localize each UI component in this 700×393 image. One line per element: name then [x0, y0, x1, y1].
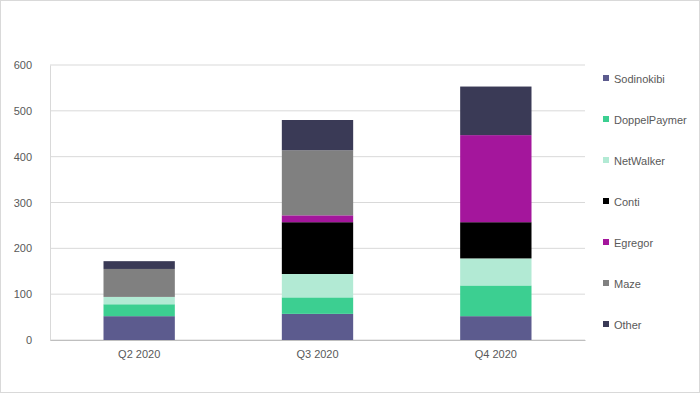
tick: 500: [14, 105, 50, 117]
y-axis-line: [50, 66, 51, 341]
tick-label: 100: [14, 288, 32, 300]
tick-label: Q4 2020: [475, 348, 517, 360]
plot: 0 100 200 300 400 500 600 Q2 2020 Q3 2020 Q4 2020: [14, 59, 586, 360]
legend-item: Maze: [603, 278, 641, 290]
bar: [104, 261, 175, 269]
tick-label: 600: [14, 59, 32, 71]
series-bars: [104, 314, 532, 340]
legend-item: Conti: [603, 196, 640, 208]
tick-label: Q3 2020: [296, 348, 338, 360]
bar: [460, 87, 531, 136]
bars: [104, 87, 532, 340]
legend-label: NetWalker: [614, 155, 665, 167]
grid: [50, 65, 585, 340]
series-bars: [104, 150, 354, 297]
chart-frame: [1, 1, 700, 393]
bar: [104, 269, 175, 297]
tick: Q4 2020: [475, 340, 517, 360]
legend-label: Maze: [614, 278, 641, 290]
grid-line: [50, 65, 585, 66]
bar: [460, 285, 531, 316]
legend-swatch: [603, 75, 609, 81]
legend-item: Other: [603, 319, 642, 331]
tick: 300: [14, 197, 50, 209]
bar: [282, 274, 353, 297]
bar: [104, 297, 175, 304]
tick: Q2 2020: [118, 340, 160, 360]
bar: [282, 314, 353, 340]
tick-label: 400: [14, 151, 32, 163]
tick-label: 500: [14, 105, 32, 117]
bar: [282, 222, 353, 274]
legend-label: DoppelPaymer: [614, 114, 687, 126]
legend-item: Sodinokibi: [603, 73, 665, 85]
legend-swatch: [603, 157, 609, 163]
legend-swatch: [603, 116, 609, 122]
bar: [104, 304, 175, 316]
bar: [460, 316, 531, 340]
legend-label: Other: [614, 319, 642, 331]
chart: 0 100 200 300 400 500 600 Q2 2020 Q3 2020 Q4 2020…: [0, 0, 700, 393]
legend-item: NetWalker: [603, 155, 665, 167]
bar: [460, 135, 531, 222]
x-axis: Q2 2020 Q3 2020 Q4 2020: [51, 340, 586, 360]
tick: 600: [14, 59, 50, 71]
legend-label: Conti: [614, 196, 640, 208]
legend-label: Sodinokibi: [614, 73, 665, 85]
legend: Sodinokibi DoppelPaymer NetWalker Conti Egre…: [603, 73, 687, 331]
bar: [460, 222, 531, 258]
bar: [282, 297, 353, 314]
legend-swatch: [603, 198, 609, 204]
x-axis-line: [51, 340, 586, 341]
legend-swatch: [603, 239, 609, 245]
legend-item: Egregor: [603, 237, 653, 249]
bar: [282, 120, 353, 150]
legend-label: Egregor: [614, 237, 653, 249]
tick: 400: [14, 151, 50, 163]
bar: [104, 316, 175, 340]
tick-label: 0: [26, 334, 32, 346]
bar: [460, 258, 531, 285]
tick-label: 300: [14, 197, 32, 209]
legend-swatch: [603, 321, 609, 327]
tick: Q3 2020: [296, 340, 338, 360]
tick-label: 200: [14, 242, 32, 254]
series-bars: [282, 222, 532, 274]
tick: 200: [14, 242, 50, 254]
tick: 0: [26, 334, 50, 346]
y-axis: 0 100 200 300 400 500 600: [14, 59, 51, 346]
series-bars: [104, 87, 532, 269]
bar: [282, 215, 353, 222]
legend-item: DoppelPaymer: [603, 114, 687, 126]
tick: 100: [14, 288, 50, 300]
tick-label: Q2 2020: [118, 348, 160, 360]
legend-swatch: [603, 280, 609, 286]
bar: [282, 150, 353, 215]
